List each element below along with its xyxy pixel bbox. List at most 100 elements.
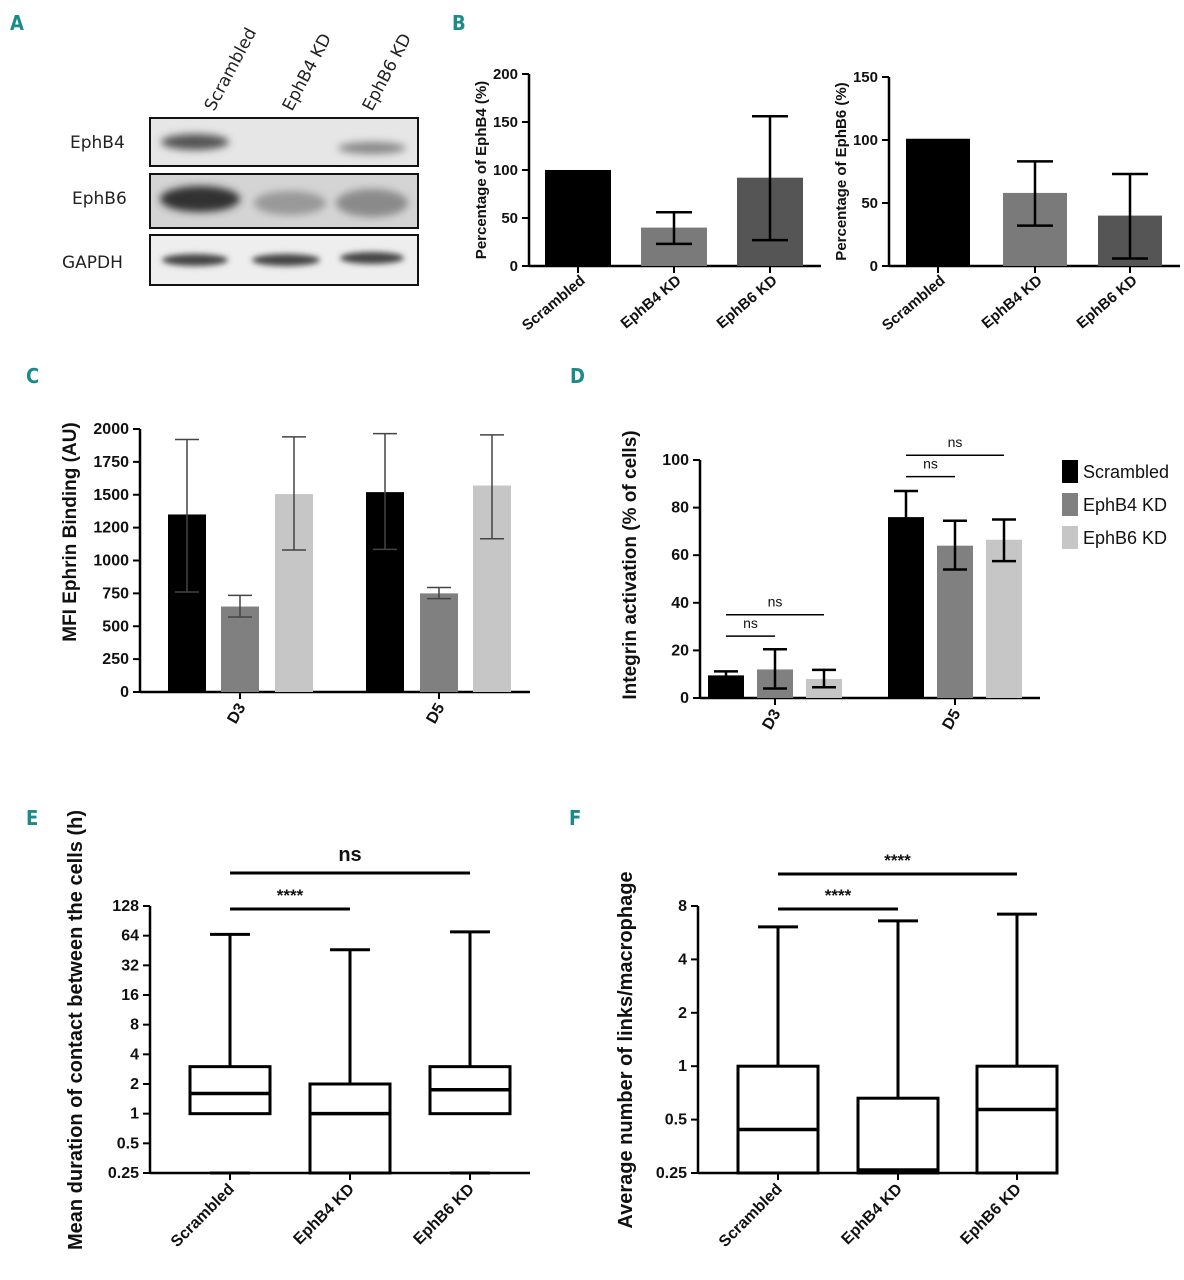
y-tick-label: 100 (662, 452, 689, 469)
x-tick-label: EphB6 KD (410, 1181, 477, 1248)
blot-band (160, 186, 240, 212)
y-axis-label: MFI Ephrin Binding (AU) (60, 422, 81, 642)
x-tick-label: Scrambled (519, 272, 589, 334)
box (736, 1064, 820, 1175)
blot-band (338, 142, 406, 154)
y-tick-label: 1500 (93, 487, 129, 504)
chart-links-per-macrophage: 0.25 0.5 1 2 4 8 Average number of links/macro… (615, 851, 1059, 1251)
blot-row-label: EphB6 (72, 189, 127, 209)
y-tick-label: 150 (493, 114, 518, 131)
significance-label: **** (884, 851, 911, 870)
blot-band (161, 134, 229, 150)
y-tick-label: 0 (510, 258, 518, 275)
blot-row-label: EphB4 (70, 133, 125, 153)
blot-lane-label: Scrambled (201, 25, 261, 115)
x-tick-label: EphB6 KD (1073, 272, 1140, 332)
x-tick-label: Scrambled (168, 1181, 238, 1251)
panel-label-c: C (26, 364, 39, 388)
western-blot: Scrambled EphB4 KD EphB6 KD EphB4 EphB6 … (62, 25, 419, 286)
y-tick-label: 1200 (93, 520, 129, 537)
y-tick-label: 60 (671, 547, 689, 564)
y-tick-label: 2000 (93, 421, 129, 438)
x-tick-label: D5 (424, 700, 449, 726)
y-tick-label: 500 (102, 618, 129, 635)
bar (888, 517, 924, 698)
y-tick-label: 16 (121, 987, 139, 1004)
blot-row-label: GAPDH (62, 253, 123, 273)
x-tick-label: EphB4 KD (978, 272, 1045, 332)
y-tick-label: 4 (678, 951, 687, 968)
bar (906, 138, 970, 266)
y-tick-label: 0 (680, 690, 689, 707)
y-tick-label: 8 (678, 898, 687, 915)
x-tick-label: EphB4 KD (617, 272, 684, 332)
blot-band (252, 254, 320, 266)
y-tick-label: 250 (102, 651, 129, 668)
blot-lane-label: EphB6 KD (359, 30, 416, 114)
legend-label: EphB4 KD (1083, 495, 1167, 515)
y-tick-label: 64 (121, 928, 139, 945)
y-tick-label: 50 (861, 195, 878, 212)
x-tick-label: EphB4 KD (290, 1181, 357, 1248)
y-tick-label: 0.25 (108, 1165, 139, 1182)
significance-label: **** (825, 886, 852, 905)
y-axis-label: Percentage of EphB4 (%) (473, 81, 490, 259)
x-tick-label: Scrambled (879, 272, 949, 334)
bar (986, 539, 1022, 698)
panel-label-f: F (569, 806, 581, 830)
y-tick-label: 128 (112, 898, 139, 915)
panel-label-a: A (10, 11, 24, 35)
y-tick-label: 0 (870, 258, 878, 275)
significance-label: ns (948, 434, 963, 450)
panel-label-b: B (452, 11, 466, 35)
box (188, 1065, 272, 1116)
y-tick-label: 200 (493, 66, 518, 83)
y-axis-label: Percentage of EphB6 (%) (833, 82, 850, 260)
y-tick-label: 1 (678, 1058, 687, 1075)
bar (221, 606, 259, 692)
y-tick-label: 8 (130, 1017, 139, 1034)
x-tick-label: EphB6 KD (957, 1181, 1024, 1248)
y-axis-label: Average number of links/macrophage (615, 871, 637, 1228)
y-tick-label: 2 (678, 1005, 687, 1022)
y-axis-label: Integrin activation (% of cells) (620, 430, 641, 699)
y-tick-label: 1 (130, 1106, 139, 1123)
x-tick-label: EphB4 KD (838, 1181, 905, 1248)
y-tick-label: 80 (671, 500, 689, 517)
y-tick-label: 0.5 (665, 1112, 687, 1129)
legend-label: Scrambled (1083, 462, 1169, 482)
y-axis-label: Mean duration of contact between the cel… (65, 810, 87, 1250)
blot-lane-label: EphB4 KD (279, 30, 336, 114)
y-tick-label: 750 (102, 585, 129, 602)
y-tick-label: 50 (501, 210, 518, 227)
significance-label: ns (768, 594, 783, 610)
y-tick-label: 20 (671, 642, 689, 659)
bar (937, 545, 973, 698)
chart-mfi-ephrin-binding: 0 250 500 750 1000 1200 1500 1750 2000 MFI Ephrin… (60, 421, 530, 727)
x-tick-label: D3 (760, 706, 785, 732)
x-tick-label: EphB6 KD (713, 272, 780, 332)
legend-swatch (1062, 526, 1078, 549)
box (856, 1096, 940, 1175)
y-tick-label: 4 (130, 1046, 139, 1063)
panel-label-e: E (26, 806, 38, 830)
x-tick-label: D3 (225, 700, 250, 726)
chart-contact-duration: 0.25 0.5 1 2 4 8 16 32 64 128 Mean duration of con… (65, 810, 530, 1251)
blot-band (254, 191, 326, 215)
significance-label: ns (338, 844, 361, 866)
box (308, 1082, 392, 1175)
y-tick-label: 1000 (93, 553, 129, 570)
legend-label: EphB6 KD (1083, 528, 1167, 548)
y-tick-label: 40 (671, 595, 689, 612)
x-tick-label: D5 (940, 706, 965, 732)
bar (420, 593, 458, 692)
blot-band (340, 252, 404, 264)
significance-label: ns (923, 456, 938, 472)
significance-label: ns (743, 615, 758, 631)
blot-band (162, 254, 228, 266)
y-tick-label: 2 (130, 1076, 139, 1093)
blot-band (336, 189, 408, 217)
y-tick-label: 0 (120, 684, 129, 701)
